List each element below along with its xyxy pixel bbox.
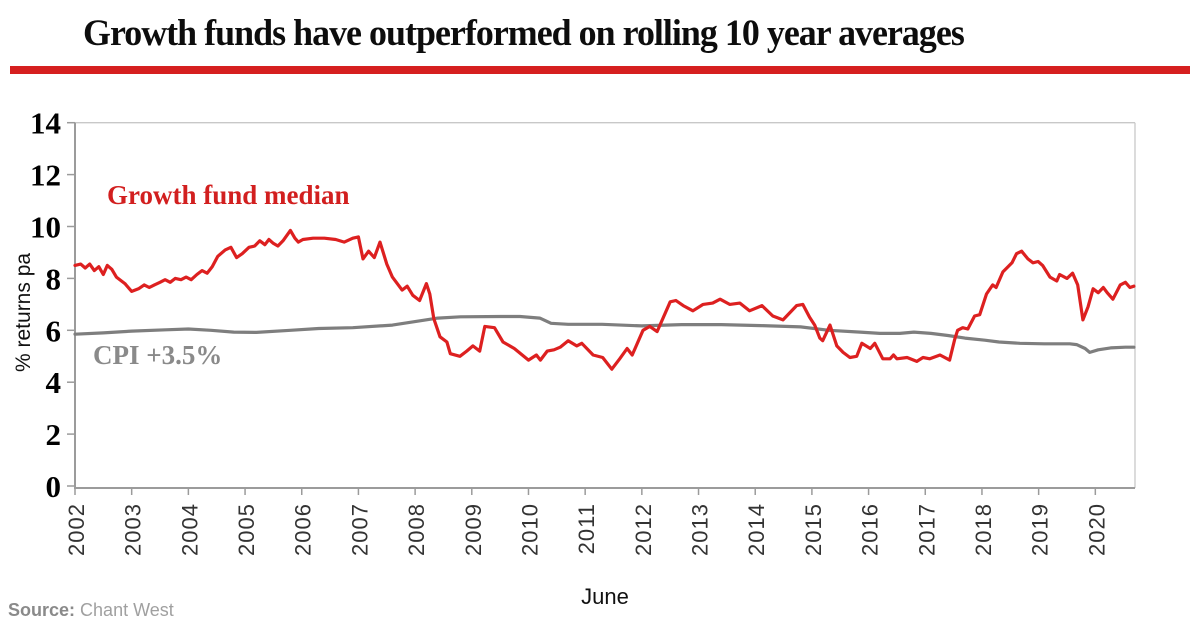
x-tick-label: 2020: [1084, 503, 1109, 556]
legend-growth-fund-median: Growth fund median: [107, 180, 350, 210]
x-tick-label: 2003: [121, 503, 146, 556]
x-tick-label: 2002: [64, 503, 89, 556]
x-tick-label: 2005: [234, 503, 259, 556]
x-tick-label: 2004: [177, 503, 202, 556]
y-tick-label: 4: [46, 365, 62, 400]
y-axis-title: % returns pa: [12, 252, 35, 372]
x-tick-label: 2012: [631, 503, 656, 556]
y-tick-label: 12: [30, 158, 61, 193]
y-tick-label: 10: [30, 210, 61, 245]
x-axis-title: June: [581, 584, 629, 609]
growth-fund-median-line: [73, 228, 1136, 371]
source-value: Chant West: [80, 600, 174, 620]
cpi-line: [73, 314, 1136, 354]
legend-cpi-plus-3-5: CPI +3.5%: [93, 340, 223, 370]
chart-title: Growth funds have outperformed on rollin…: [83, 13, 965, 54]
title-divider-rule: [10, 66, 1190, 74]
source-label: Source:: [8, 600, 76, 620]
x-tick-label: 2010: [517, 503, 542, 556]
y-tick-label: 2: [46, 417, 62, 452]
y-tick-label: 14: [30, 106, 61, 141]
y-tick-label: 8: [46, 261, 62, 296]
x-tick-label: 2019: [1028, 503, 1053, 556]
x-tick-label: 2014: [744, 503, 769, 556]
x-tick-label: 2015: [801, 503, 826, 556]
x-tick-label: 2006: [291, 503, 316, 556]
x-tick-label: 2013: [688, 503, 713, 556]
x-tick-label: 2007: [347, 503, 372, 556]
y-tick-label: 6: [46, 313, 62, 348]
x-tick-label: 2017: [914, 503, 939, 556]
x-tick-label: 2011: [574, 503, 599, 554]
x-tick-label: 2016: [858, 503, 883, 556]
source-attribution: Source: Chant West: [8, 600, 174, 621]
y-tick-label: 0: [46, 469, 62, 504]
x-tick-label: 2018: [971, 503, 996, 556]
x-tick-label: 2008: [404, 503, 429, 556]
x-tick-label: 2009: [461, 503, 486, 556]
